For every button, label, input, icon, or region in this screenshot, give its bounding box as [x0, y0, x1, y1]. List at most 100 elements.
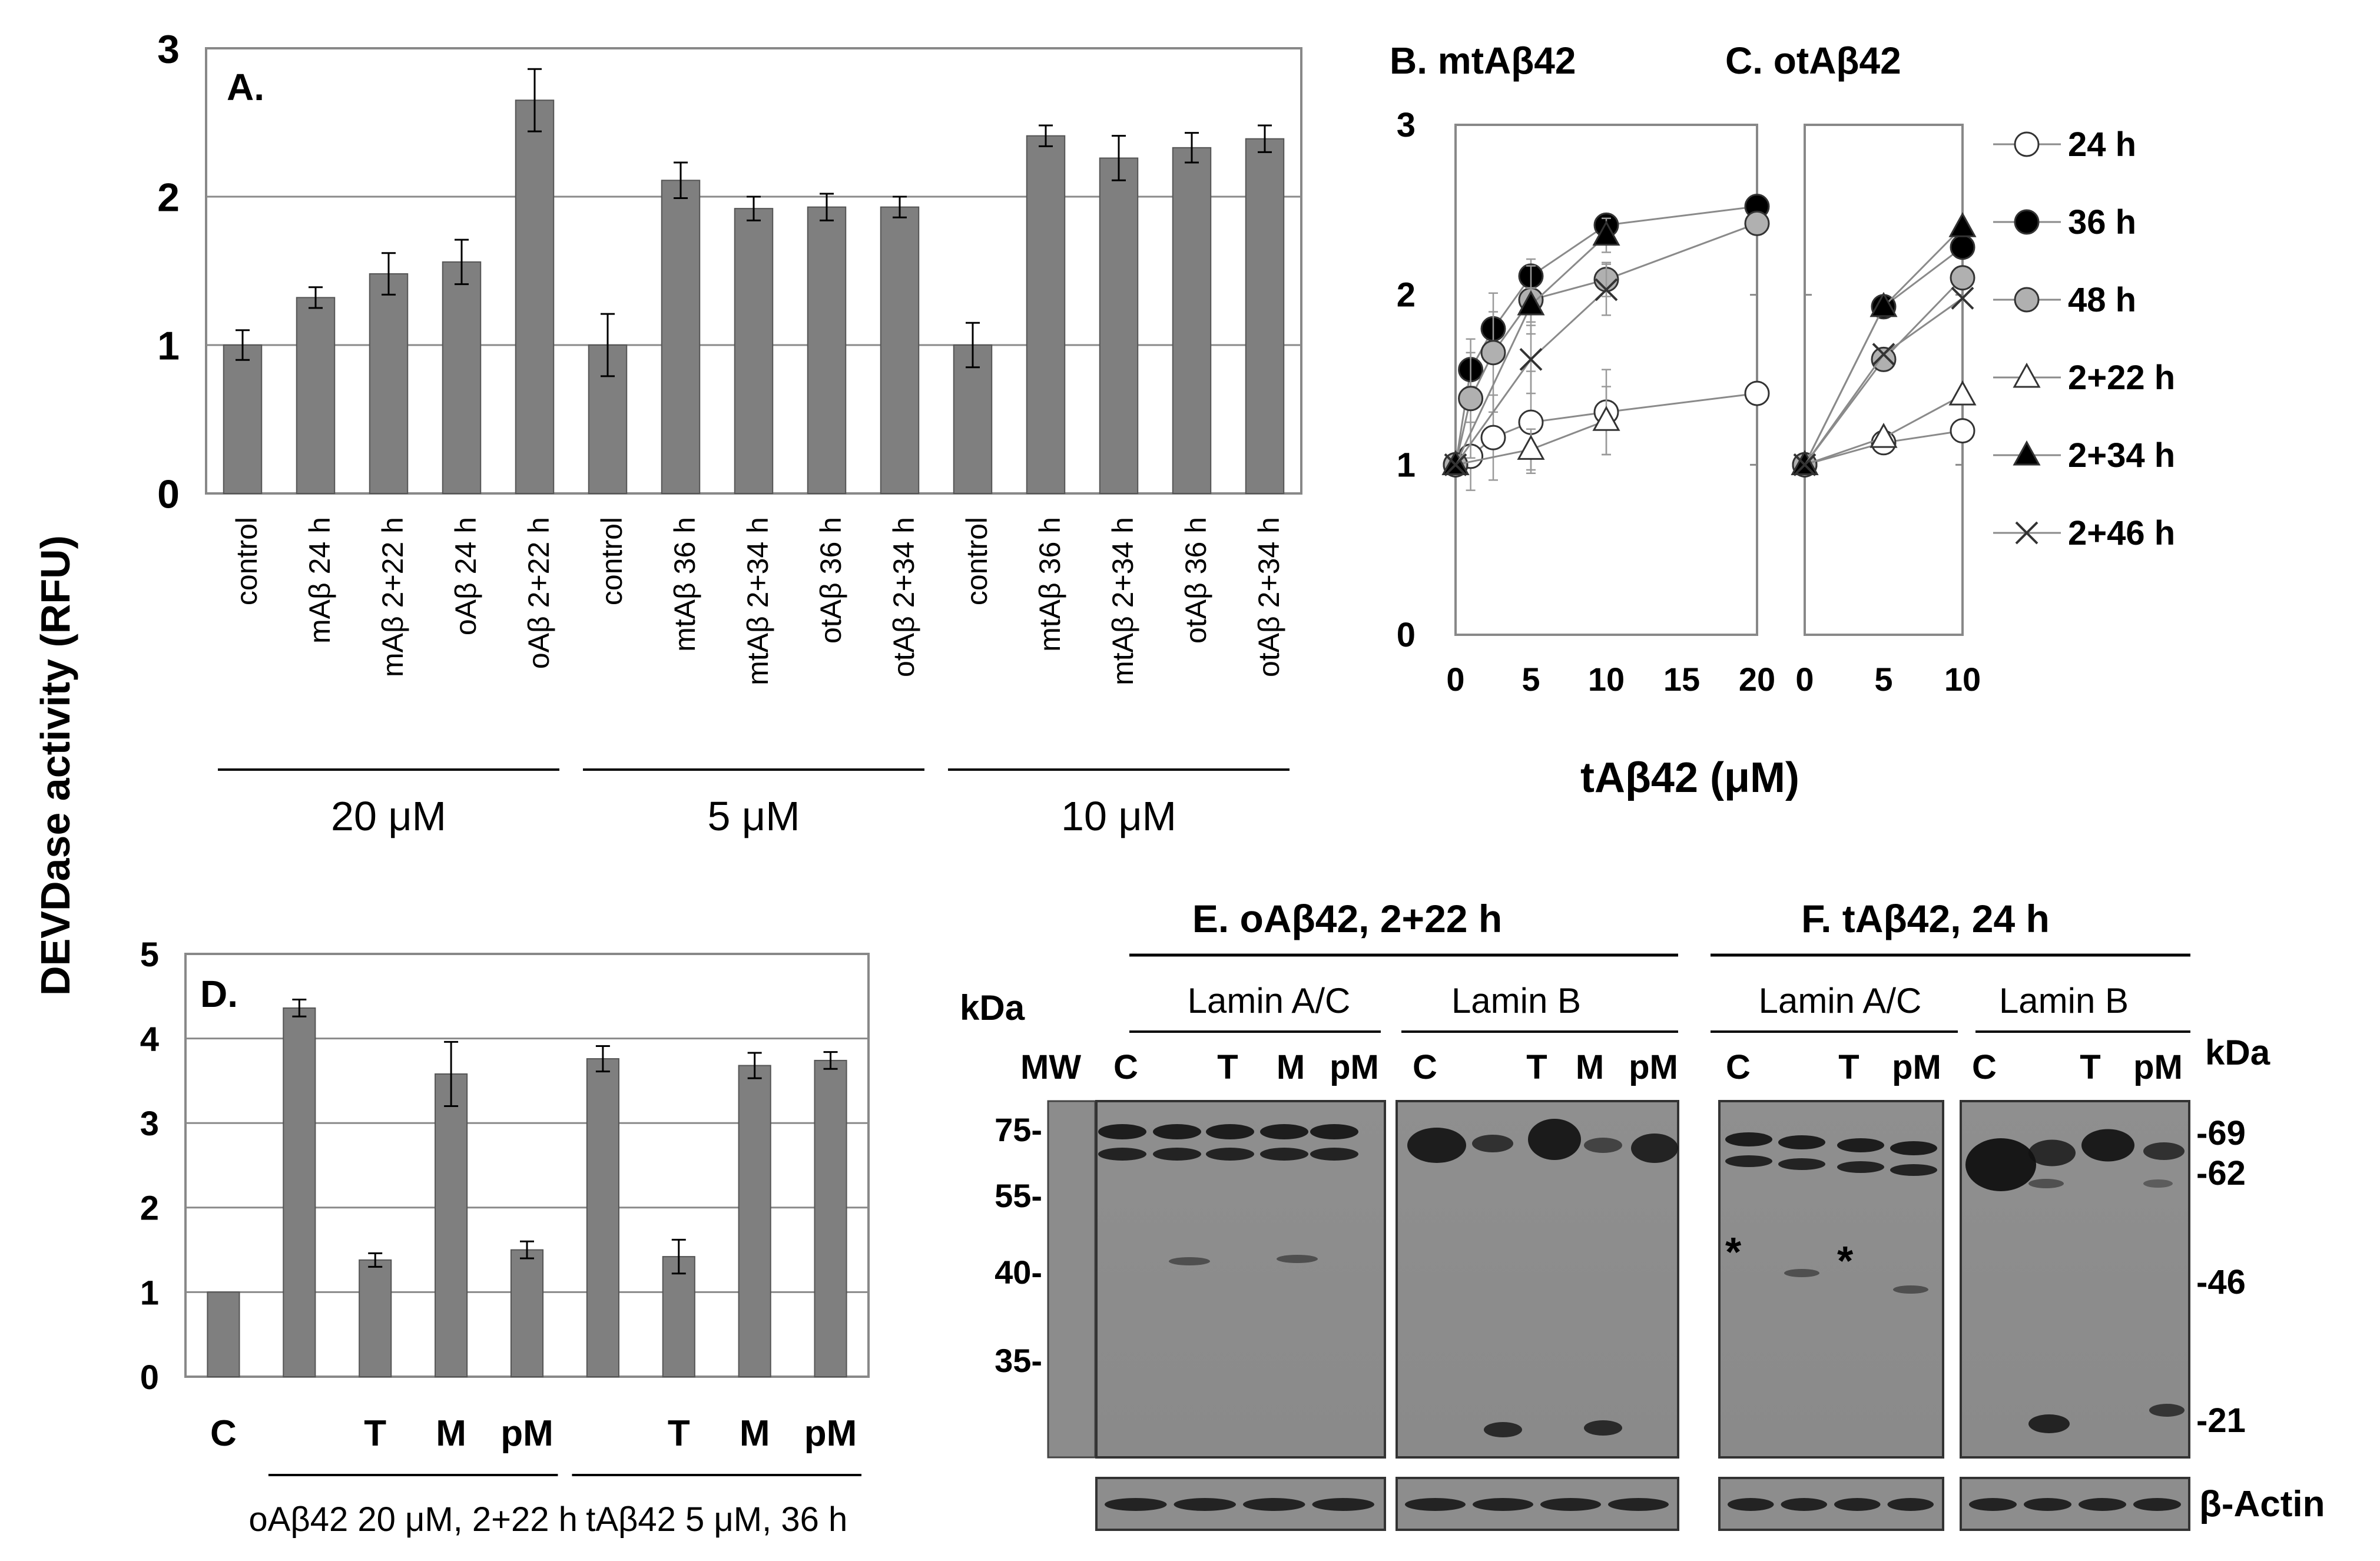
error-bar: [893, 195, 907, 218]
x-tick-label: 20: [1739, 661, 1775, 698]
lane-label: pM: [1330, 1048, 1379, 1086]
category-label: M: [436, 1413, 466, 1454]
panel-b-line-chart: B. mtAβ42 0 1 2 3 0 5 10 15 20: [1390, 39, 1775, 698]
panel-a-label: A.: [227, 66, 264, 108]
data-point: [1793, 453, 1817, 476]
protein-band: [1473, 1498, 1533, 1511]
protein-band: [2143, 1179, 2173, 1188]
category-label: control: [595, 517, 628, 605]
x-tick-label: 10: [1944, 661, 1981, 698]
bar: [734, 208, 774, 494]
bar: [510, 1249, 544, 1378]
data-point: [1871, 346, 1897, 372]
data-point: [1948, 212, 1977, 237]
x-tick-label: 5: [1522, 661, 1540, 698]
error-bar: [236, 329, 250, 361]
error-bar: [455, 238, 469, 286]
error-bar: [671, 1238, 686, 1275]
data-point: [2014, 209, 2040, 235]
shared-xlabel: tAβ42 (μM): [1580, 754, 1799, 801]
bar: [442, 261, 482, 494]
mw-marker-label: 40-: [995, 1254, 1042, 1291]
y-tick-label: 2: [140, 1189, 159, 1228]
legend-item: 2+46 h: [1993, 514, 2175, 552]
protein-band: [1781, 1498, 1827, 1511]
error-bar: [520, 1240, 534, 1260]
bar: [1099, 157, 1139, 495]
protein-band: [1098, 1148, 1146, 1161]
bar: [359, 1259, 392, 1378]
panel-b-title: B. mtAβ42: [1390, 39, 1576, 82]
protein-band: [1105, 1498, 1167, 1511]
panel-f-title: F. tAβ42, 24 h: [1801, 897, 2050, 940]
e-lamin-b-label: Lamin B: [1451, 981, 1581, 1020]
error-bar: [747, 1052, 762, 1079]
protein-band: [1484, 1422, 1522, 1437]
kda-marker-label: -69: [2196, 1114, 2246, 1152]
bar: [953, 344, 993, 494]
y-tick-label: 3: [157, 26, 180, 71]
y-tick-label: 2: [157, 175, 180, 220]
yaxis-title: DEVDase activity (RFU): [32, 535, 78, 996]
category-label: mtAβ 2+34 h: [1106, 517, 1139, 685]
kda-marker-label: -21: [2196, 1401, 2246, 1440]
category-label: mtAβ 36 h: [668, 517, 701, 652]
y-tick-label: 2: [1397, 276, 1416, 314]
data-point: [1951, 287, 1974, 310]
category-label: mAβ 2+22 h: [376, 517, 409, 677]
lane-label: T: [1526, 1048, 1547, 1086]
protein-band: [1890, 1164, 1937, 1176]
x-tick-label: 0: [1446, 661, 1464, 698]
data-point: [1480, 425, 1506, 450]
data-point: [2013, 362, 2041, 388]
data-point: [1592, 406, 1620, 431]
protein-band: [1174, 1498, 1236, 1511]
error-bar: [601, 313, 615, 377]
protein-band: [1528, 1119, 1581, 1160]
data-point: [1480, 340, 1506, 366]
bar: [1172, 147, 1212, 494]
error-bar: [382, 252, 396, 296]
error-bar: [444, 1040, 459, 1107]
category-label: otAβ 36 h: [814, 517, 847, 644]
bar: [1245, 138, 1285, 495]
error-bar: [747, 195, 761, 221]
data-point: [1592, 220, 1620, 246]
protein-band: [2028, 1414, 2070, 1433]
legend-item: 2+34 h: [1993, 436, 2175, 475]
panel-d-label: D.: [200, 973, 238, 1015]
panel-a-bar-chart: A. 0 1 2 3 control mAβ 24 h mAβ 2+22 h oAβ 24 h…: [157, 26, 1302, 839]
error-bar: [966, 322, 980, 369]
bar: [435, 1073, 468, 1377]
protein-band: [1778, 1135, 1825, 1149]
lane-label: C: [1413, 1048, 1437, 1086]
data-point: [2015, 521, 2038, 545]
protein-band: [1887, 1498, 1934, 1511]
category-label: mtAβ 36 h: [1033, 517, 1066, 652]
group-label: oAβ42 20 μM, 2+22 h: [248, 1500, 578, 1539]
legend: 24 h 36 h 48 h 2+22 h 2+34 h 2+46 h: [1993, 125, 2175, 552]
protein-band: [1153, 1148, 1201, 1161]
kda-marker-label: -46: [2196, 1263, 2246, 1301]
bar: [296, 297, 336, 494]
f-lamin-b-label: Lamin B: [1999, 981, 2129, 1020]
data-point: [2013, 440, 2041, 466]
category-label: otAβ 36 h: [1179, 517, 1212, 644]
data-point: [1519, 347, 1543, 371]
mw-marker-label: 55-: [995, 1177, 1042, 1214]
lane-label: M: [1277, 1048, 1305, 1086]
lane-label: T: [1838, 1048, 1859, 1086]
category-label: oAβ 2+22 h: [522, 517, 555, 669]
data-point: [1458, 386, 1484, 412]
error-bar: [1258, 124, 1272, 153]
legend-label: 24 h: [2068, 125, 2136, 164]
panel-e-title: E. oAβ42, 2+22 h: [1192, 897, 1502, 940]
lane-label: T: [1217, 1048, 1238, 1086]
group-label: 20 μM: [331, 793, 446, 839]
category-label: control: [230, 517, 263, 605]
data-point: [1744, 380, 1770, 406]
group-label: 5 μM: [707, 793, 800, 839]
legend-label: 2+34 h: [2068, 436, 2175, 475]
category-label: control: [960, 517, 993, 605]
